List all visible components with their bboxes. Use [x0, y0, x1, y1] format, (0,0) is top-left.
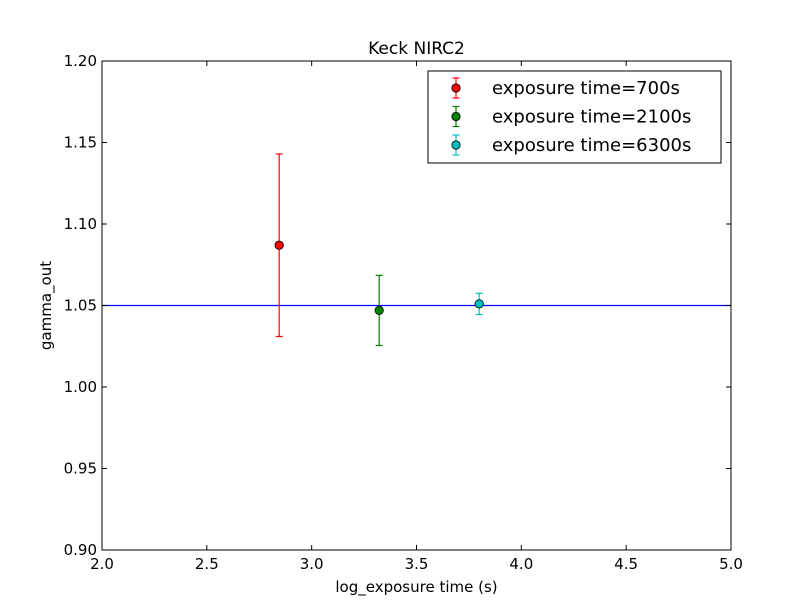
chart-title: Keck NIRC2	[368, 39, 465, 59]
x-tick-label: 4.5	[614, 555, 638, 573]
y-tick-label: 1.05	[64, 297, 97, 315]
y-tick-label: 1.10	[64, 215, 97, 233]
legend-marker	[451, 83, 461, 93]
legend-label: exposure time=700s	[492, 78, 680, 99]
legend-label: exposure time=2100s	[492, 107, 691, 128]
legend: exposure time=700s exposure time=2100s exp…	[427, 70, 722, 164]
y-tick-label: 0.90	[64, 541, 97, 559]
tick-layer: 2.0 2.5 3.0 3.5 4.0 4.5 5.0 0.90 0.95 1.00 1.05 1.1…	[64, 52, 743, 573]
x-tick-label: 4.0	[509, 555, 533, 573]
y-tick-label: 0.95	[64, 460, 97, 478]
y-tick-label: 1.15	[64, 134, 97, 152]
x-tick-label: 2.0	[90, 555, 114, 573]
data-point	[374, 305, 384, 315]
x-tick-label: 3.5	[405, 555, 429, 573]
data-point	[474, 299, 484, 309]
y-tick-label: 1.20	[64, 52, 97, 70]
x-tick-label: 2.5	[195, 555, 219, 573]
legend-frame	[427, 70, 722, 164]
x-axis-label: log_exposure time (s)	[335, 578, 497, 597]
x-tick-label: 5.0	[719, 555, 743, 573]
legend-marker	[451, 111, 461, 122]
data-point	[274, 240, 284, 250]
y-axis-label: gamma_out	[37, 261, 56, 350]
x-tick-label: 3.0	[300, 555, 324, 573]
legend-label: exposure time=6300s	[492, 135, 691, 156]
legend-marker	[451, 140, 461, 150]
point-layer	[274, 240, 484, 315]
y-tick-label: 1.00	[64, 378, 97, 396]
